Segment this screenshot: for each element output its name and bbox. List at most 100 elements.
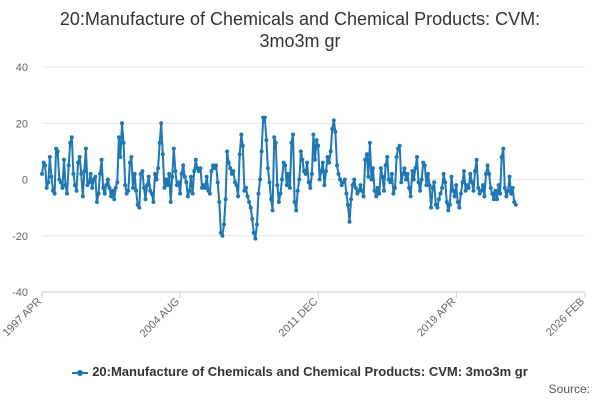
data-point[interactable] — [262, 115, 267, 120]
data-point[interactable] — [491, 197, 496, 202]
data-point[interactable] — [223, 197, 228, 202]
data-point[interactable] — [345, 202, 350, 207]
data-point[interactable] — [112, 197, 117, 202]
data-point[interactable] — [319, 169, 324, 174]
data-point[interactable] — [353, 185, 358, 190]
data-point[interactable] — [350, 183, 355, 188]
data-point[interactable] — [184, 180, 189, 185]
data-point[interactable] — [47, 155, 52, 159]
data-point[interactable] — [352, 177, 357, 182]
data-point[interactable] — [49, 174, 54, 179]
data-point[interactable] — [40, 171, 44, 176]
data-point[interactable] — [222, 222, 226, 227]
data-point[interactable] — [231, 169, 236, 174]
data-point[interactable] — [204, 174, 209, 179]
data-point[interactable] — [499, 155, 504, 159]
data-point[interactable] — [239, 132, 244, 137]
data-point[interactable] — [335, 163, 339, 168]
data-point[interactable] — [58, 180, 63, 185]
data-point[interactable] — [316, 143, 321, 148]
data-point[interactable] — [52, 191, 57, 196]
data-point[interactable] — [369, 177, 374, 182]
data-point[interactable] — [292, 200, 297, 204]
data-point[interactable] — [176, 180, 181, 185]
data-point[interactable] — [113, 185, 118, 190]
data-point[interactable] — [256, 191, 261, 196]
data-point[interactable] — [118, 155, 123, 159]
data-point[interactable] — [66, 163, 71, 168]
data-point[interactable] — [408, 194, 413, 199]
data-point[interactable] — [181, 163, 186, 168]
data-point[interactable] — [102, 191, 107, 196]
data-point[interactable] — [163, 177, 168, 182]
data-point[interactable] — [498, 191, 503, 196]
data-point[interactable] — [418, 188, 423, 193]
data-point[interactable] — [248, 205, 253, 210]
data-point[interactable] — [441, 171, 446, 176]
data-point[interactable] — [297, 177, 302, 182]
data-point[interactable] — [383, 163, 388, 168]
data-point[interactable] — [306, 180, 311, 185]
data-point[interactable] — [146, 174, 151, 179]
data-point[interactable] — [90, 185, 95, 190]
data-point[interactable] — [132, 171, 137, 176]
data-point[interactable] — [278, 191, 283, 196]
data-point[interactable] — [435, 205, 440, 210]
data-point[interactable] — [123, 183, 128, 188]
data-point[interactable] — [79, 171, 84, 176]
data-point[interactable] — [217, 200, 222, 204]
data-point[interactable] — [101, 185, 106, 190]
data-point[interactable] — [267, 180, 272, 185]
data-point[interactable] — [83, 146, 88, 151]
data-point[interactable] — [244, 185, 248, 190]
data-point[interactable] — [349, 197, 354, 202]
data-point[interactable] — [264, 138, 269, 143]
data-point[interactable] — [424, 183, 429, 188]
data-point[interactable] — [305, 160, 310, 165]
data-point[interactable] — [167, 171, 172, 176]
data-point[interactable] — [157, 140, 162, 145]
data-point[interactable] — [479, 188, 484, 193]
data-point[interactable] — [507, 174, 512, 179]
data-point[interactable] — [375, 185, 380, 190]
data-point[interactable] — [504, 194, 509, 199]
data-point[interactable] — [226, 160, 231, 165]
data-point[interactable] — [385, 155, 390, 159]
data-point[interactable] — [303, 171, 308, 176]
data-point[interactable] — [451, 188, 456, 193]
data-point[interactable] — [501, 146, 506, 151]
data-point[interactable] — [72, 183, 77, 188]
data-point[interactable] — [458, 191, 463, 196]
data-point[interactable] — [165, 183, 170, 188]
data-point[interactable] — [60, 185, 65, 190]
data-point[interactable] — [402, 166, 407, 171]
data-point[interactable] — [485, 163, 490, 168]
data-point[interactable] — [444, 200, 449, 204]
data-point[interactable] — [474, 157, 479, 162]
data-point[interactable] — [44, 185, 49, 190]
data-point[interactable] — [140, 169, 145, 174]
data-point[interactable] — [189, 174, 193, 179]
data-point[interactable] — [457, 205, 462, 210]
data-point[interactable] — [170, 174, 175, 179]
data-point[interactable] — [468, 171, 473, 176]
data-point[interactable] — [289, 140, 294, 145]
data-point[interactable] — [371, 166, 375, 171]
data-point[interactable] — [466, 185, 471, 190]
data-point[interactable] — [87, 180, 92, 185]
data-point[interactable] — [454, 183, 459, 188]
data-point[interactable] — [399, 180, 404, 185]
data-point[interactable] — [295, 188, 300, 193]
data-point[interactable] — [496, 183, 501, 188]
data-point[interactable] — [77, 155, 82, 159]
data-point[interactable] — [495, 197, 499, 202]
data-point[interactable] — [410, 169, 415, 174]
data-point[interactable] — [179, 171, 184, 176]
data-point[interactable] — [142, 185, 146, 190]
data-point[interactable] — [62, 157, 66, 162]
data-point[interactable] — [225, 149, 230, 154]
data-point[interactable] — [193, 157, 198, 162]
data-point[interactable] — [55, 149, 60, 154]
data-point[interactable] — [397, 143, 402, 148]
data-point[interactable] — [269, 197, 274, 202]
